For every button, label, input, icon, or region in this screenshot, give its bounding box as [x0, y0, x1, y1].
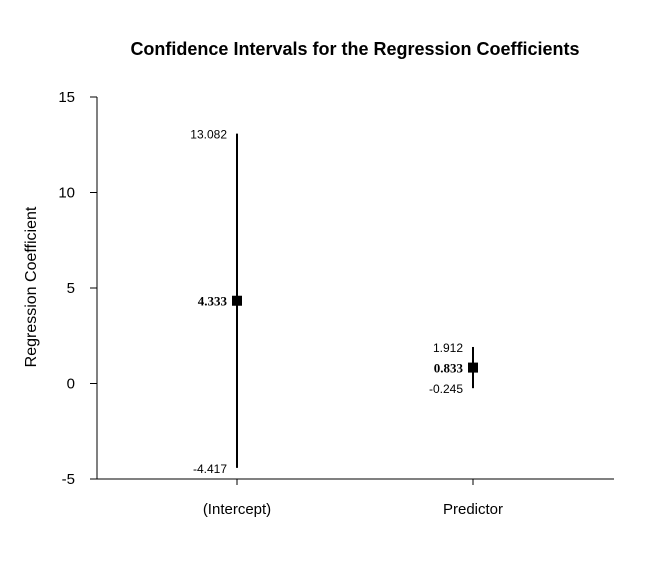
x-category-label: Predictor: [443, 501, 503, 518]
x-axis: (Intercept) Predictor: [97, 478, 614, 518]
y-axis: -5 0 5 10 15: [58, 89, 98, 488]
lower-bound-label: -4.417: [193, 462, 227, 476]
estimate-marker: [232, 295, 242, 306]
y-tick-label: 0: [67, 376, 75, 393]
plot-marks: 13.082 4.333 -4.417 1.912 0.833 -0.245: [190, 128, 478, 476]
x-category-label: (Intercept): [203, 501, 271, 518]
upper-bound-label: 13.082: [190, 128, 227, 142]
y-tick-label: -5: [62, 471, 75, 488]
estimate-marker: [468, 362, 478, 373]
y-axis-label: Regression Coefficient: [23, 206, 40, 367]
y-tick-label: 10: [58, 185, 75, 202]
lower-bound-label: -0.245: [429, 382, 463, 396]
y-tick-label: 15: [58, 89, 75, 106]
estimate-label: 4.333: [198, 294, 228, 309]
upper-bound-label: 1.912: [433, 341, 463, 355]
y-tick-label: 5: [67, 280, 75, 297]
estimate-label: 0.833: [434, 361, 464, 376]
chart-title: Confidence Intervals for the Regression …: [130, 39, 579, 59]
